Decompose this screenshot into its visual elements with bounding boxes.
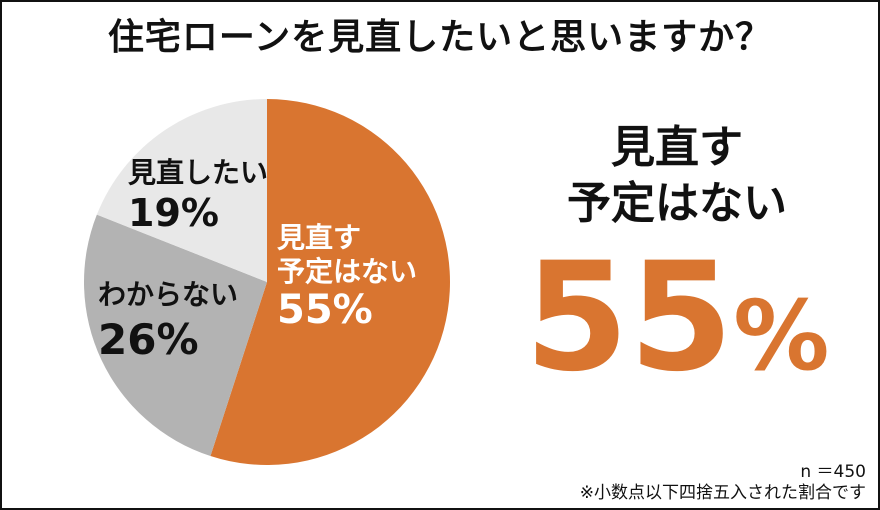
pie-slice-1 xyxy=(84,214,268,457)
highlight-label: 見直す 予定はない xyxy=(502,120,852,232)
highlight-label-line2: 予定はない xyxy=(567,178,787,229)
pie-slice-label-0-0: 見直す xyxy=(277,221,361,254)
pie-slice-value-1: 26% xyxy=(98,315,199,364)
pie-slice-label-2-0: 見直したい xyxy=(128,156,268,189)
highlight-label-line1: 見直す xyxy=(611,122,743,173)
footer-notes: n ＝450 ※小数点以下四捨五入された割合です xyxy=(580,462,866,504)
pie-slice-0 xyxy=(210,99,450,465)
pie-slice-label-1-0: わからない xyxy=(98,278,238,311)
pie-slice-value-0: 55% xyxy=(277,287,373,333)
pie-slice-label-0-1: 予定はない xyxy=(277,255,417,288)
chart-title: 住宅ローンを見直したいと思いますか？ xyxy=(107,17,773,58)
highlight-value: 55 xyxy=(524,231,734,405)
pie-slice-value-2: 19% xyxy=(128,191,219,235)
sample-size: n ＝450 xyxy=(800,462,866,482)
highlight-percentage: 55% xyxy=(502,238,852,416)
rounding-note: ※小数点以下四捨五入された割合です xyxy=(579,483,866,503)
highlight-percent-symbol: % xyxy=(733,280,830,392)
pie-slice-2 xyxy=(96,99,267,282)
